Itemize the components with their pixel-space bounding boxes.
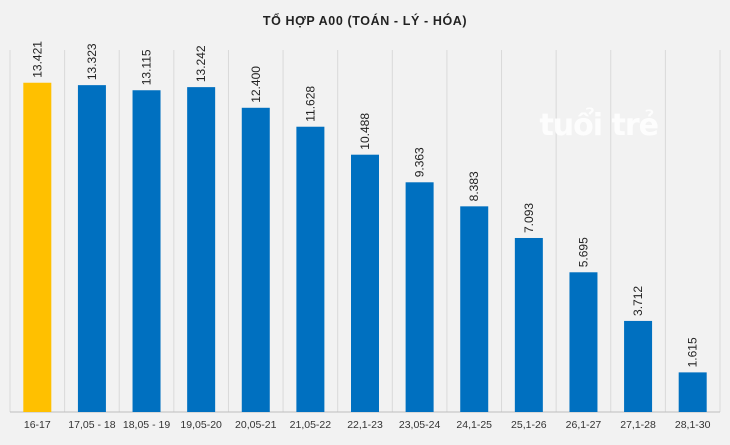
- data-label: 9.363: [413, 147, 427, 177]
- data-label: 13.242: [194, 45, 208, 82]
- x-tick-label: 17,05 - 18: [68, 419, 115, 431]
- newspaper-logo: tuổi trẻ: [539, 108, 659, 143]
- data-label: 8.383: [467, 171, 481, 201]
- bar: [460, 206, 489, 412]
- bar: [77, 85, 106, 413]
- x-tick-label: 21,05-22: [290, 419, 332, 431]
- x-tick-label: 23,05-24: [399, 419, 441, 431]
- bar: [23, 82, 52, 413]
- chart-title: TỔ HỢP A00 (TOÁN - LÝ - HÓA): [262, 14, 468, 28]
- bar: [569, 272, 598, 412]
- data-label: 11.628: [303, 86, 317, 122]
- data-label: 1.615: [686, 337, 700, 367]
- x-tick-label: 20,05-21: [235, 419, 277, 431]
- data-label: 13.115: [140, 49, 154, 85]
- bar: [678, 372, 707, 412]
- data-label: 7.093: [522, 203, 536, 233]
- bar: [405, 182, 434, 412]
- data-label: 5.695: [576, 237, 590, 267]
- bar: [624, 320, 653, 412]
- bar: [241, 107, 270, 412]
- bar: [132, 90, 161, 412]
- bar: [296, 126, 325, 412]
- x-tick-label: 28,1-30: [675, 419, 711, 431]
- x-tick-label: 19,05-20: [180, 419, 222, 431]
- x-tick-label: 26,1-27: [566, 419, 602, 431]
- bar: [514, 237, 543, 412]
- data-label: 3.712: [631, 286, 645, 316]
- x-tick-label: 16-17: [24, 419, 51, 431]
- bar: [187, 87, 216, 412]
- x-tick-label: 18,05 - 19: [123, 419, 170, 431]
- x-tick-label: 27,1-28: [620, 419, 656, 431]
- data-label: 13.421: [30, 41, 44, 78]
- x-tick-label: 24,1-25: [456, 419, 492, 431]
- data-label: 10.488: [358, 113, 372, 150]
- data-label: 12.400: [249, 66, 263, 103]
- data-label: 13.323: [85, 43, 99, 80]
- x-tick-label: 22,1-23: [347, 419, 383, 431]
- bar: [351, 154, 379, 412]
- x-tick-label: 25,1-26: [511, 419, 547, 431]
